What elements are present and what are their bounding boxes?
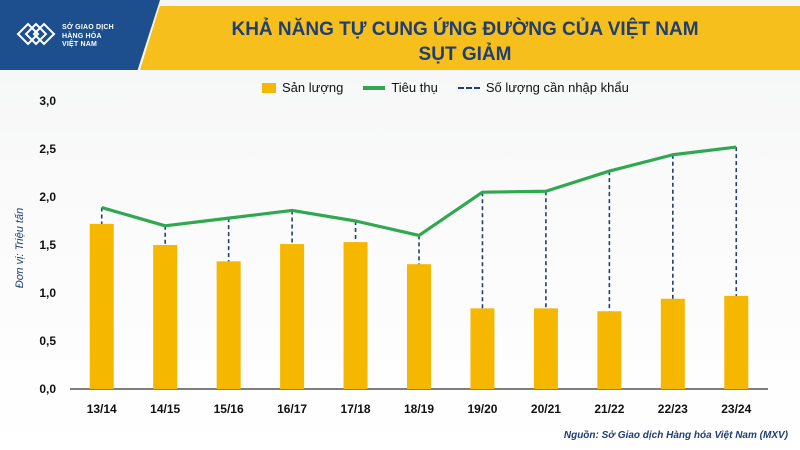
logo-line-3: VIỆT NAM <box>62 41 98 48</box>
x-tick-label: 20/21 <box>531 402 561 416</box>
bar-production <box>216 261 241 389</box>
bar-production <box>89 223 114 389</box>
legend-label-production: Sản lượng <box>282 80 344 95</box>
x-tick-label: 13/14 <box>87 402 117 416</box>
x-tick-label: 16/17 <box>277 402 307 416</box>
x-tick-label: 23/24 <box>721 402 751 416</box>
bar-production <box>280 244 305 389</box>
legend: Sản lượng Tiêu thụ Số lượng cần nhập khẩ… <box>262 80 649 95</box>
source-note: Nguồn: Sở Giao dịch Hàng hóa Việt Nam (M… <box>563 430 788 441</box>
y-tick-label: 0,5 <box>39 334 56 348</box>
y-tick-label: 1,5 <box>39 238 56 252</box>
chart-title-line-1: KHẢ NĂNG TỰ CUNG ỨNG ĐƯỜNG CỦA VIỆT NAM <box>231 19 699 40</box>
x-tick-label: 19/20 <box>467 402 497 416</box>
x-tick-label: 14/15 <box>150 402 180 416</box>
header: SỞ GIAO DỊCH HÀNG HÓA VIỆT NAM KHẢ NĂNG … <box>0 0 800 70</box>
bar-production <box>153 245 178 389</box>
bar-production <box>724 295 749 389</box>
legend-swatch-bar <box>262 82 276 93</box>
legend-item-consumption: Tiêu thụ <box>363 80 438 95</box>
x-tick-label: 15/16 <box>214 402 244 416</box>
logo-line-1: SỞ GIAO DỊCH <box>62 24 114 31</box>
y-tick-label: 3,0 <box>39 94 56 108</box>
x-tick-label: 17/18 <box>341 402 371 416</box>
logo: SỞ GIAO DỊCH HÀNG HÓA VIỆT NAM <box>0 0 160 70</box>
title-band <box>140 6 800 70</box>
bar-production <box>470 308 495 389</box>
x-tick-label: 21/22 <box>594 402 624 416</box>
bar-production <box>533 308 558 389</box>
logo-line-2: HÀNG HÓA <box>62 32 102 40</box>
legend-swatch-dash <box>457 86 480 89</box>
y-tick-label: 2,0 <box>39 190 56 204</box>
legend-label-imports: Số lượng cần nhập khẩu <box>485 80 629 95</box>
logo-text: SỞ GIAO DỊCH HÀNG HÓA VIỆT NAM <box>62 24 114 50</box>
y-tick-label: 2,5 <box>39 142 56 156</box>
logo-mark-icon <box>16 22 56 46</box>
y-tick-label: 0,0 <box>39 382 56 396</box>
x-tick-label: 18/19 <box>404 402 434 416</box>
x-tick-label: 22/23 <box>658 402 688 416</box>
chart-title: KHẢ NĂNG TỰ CUNG ỨNG ĐƯỜNG CỦA VIỆT NAM … <box>170 17 760 67</box>
chart-title-line-2: SỤT GIẢM <box>418 44 512 65</box>
consumption-line <box>101 145 737 237</box>
bar-production <box>343 242 368 389</box>
y-tick-label: 1,0 <box>39 286 56 300</box>
bar-production <box>660 298 685 389</box>
legend-item-imports: Số lượng cần nhập khẩu <box>457 80 629 95</box>
bar-production <box>407 264 431 389</box>
bar-production <box>597 311 622 389</box>
legend-swatch-line <box>363 85 386 90</box>
legend-label-consumption: Tiêu thụ <box>391 80 438 95</box>
legend-item-production: Sản lượng <box>262 80 343 95</box>
